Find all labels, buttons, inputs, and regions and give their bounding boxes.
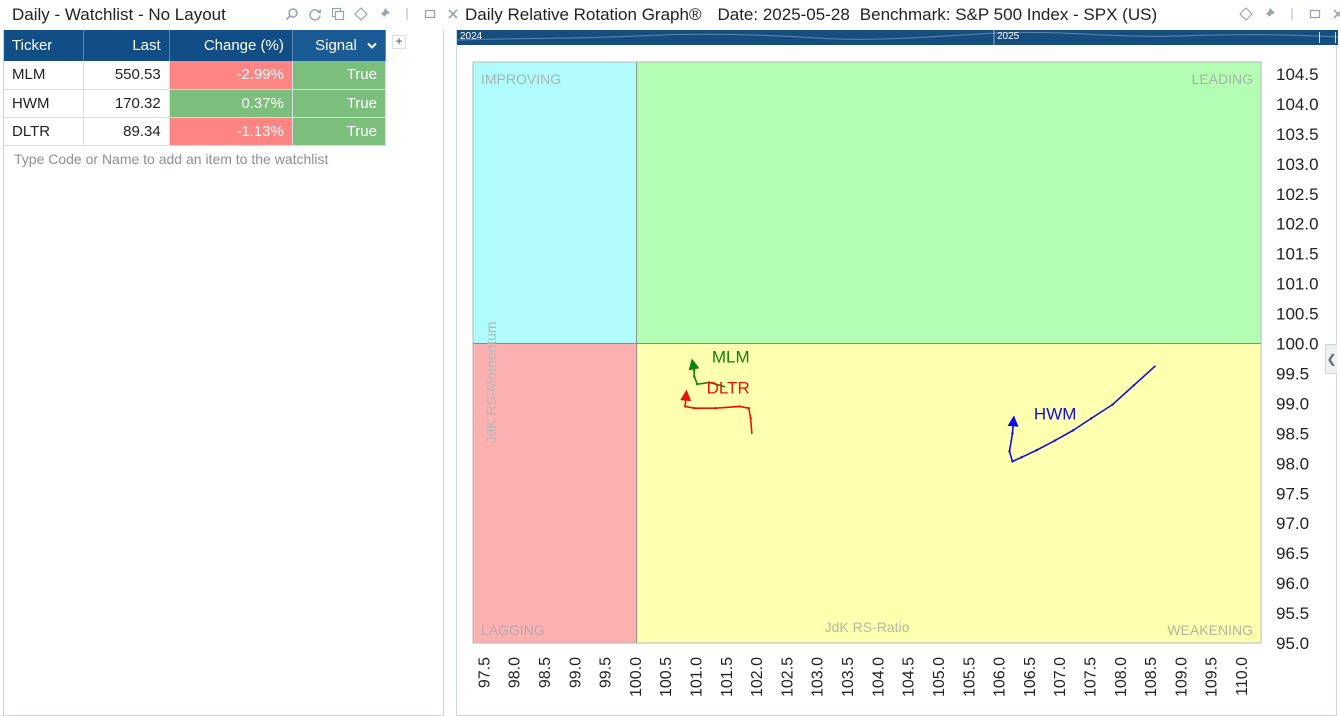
change-cell: 0.37% — [169, 89, 293, 118]
column-header-signal-label: Signal — [315, 36, 357, 54]
timeline-end-year: 2025 — [997, 31, 1020, 42]
pin-icon[interactable] — [1261, 6, 1277, 22]
table-row[interactable]: DLTR 89.34 -1.13% True — [4, 117, 387, 146]
watchlist-title-text: Daily - Watchlist - No Layout — [12, 5, 226, 24]
close-icon[interactable] — [1330, 6, 1340, 22]
collapse-panel-handle[interactable]: ❮ — [1325, 344, 1337, 374]
column-header-signal[interactable]: Signal — [292, 30, 387, 61]
column-header-last[interactable]: Last — [83, 30, 170, 61]
diamond-icon[interactable] — [353, 6, 369, 22]
add-column-button[interactable]: + — [392, 35, 406, 49]
ticker-cell: DLTR — [4, 117, 84, 146]
ticker-cell: HWM — [4, 89, 84, 118]
rrg-benchmark: Benchmark: S&P 500 Index - SPX (US) — [859, 5, 1158, 24]
signal-cell: True — [292, 61, 387, 90]
search-icon[interactable] — [284, 6, 300, 22]
table-row[interactable]: MLM 550.53 -2.99% True — [4, 61, 387, 90]
signal-cell: True — [292, 89, 387, 118]
last-cell: 89.34 — [83, 117, 170, 146]
maximize-icon[interactable] — [1307, 6, 1323, 22]
detach-icon[interactable] — [1284, 6, 1300, 22]
close-icon[interactable] — [445, 6, 461, 22]
pin-icon[interactable] — [376, 6, 392, 22]
timeline-navigator[interactable]: 2024 2025 — [457, 30, 1338, 45]
detach-icon[interactable] — [399, 6, 415, 22]
watchlist-title-icons — [284, 6, 461, 22]
watchlist-table: Ticker Last Change (%) Signal MLM 550.53… — [4, 30, 387, 146]
diamond-icon[interactable] — [1238, 6, 1254, 22]
rrg-title-text: Daily Relative Rotation Graph® — [465, 5, 702, 24]
rrg-title-icons — [1238, 6, 1340, 22]
change-cell: -2.99% — [169, 61, 293, 90]
rrg-panel: 2024 2025 — [456, 30, 1338, 716]
ticker-cell: MLM — [4, 61, 84, 90]
column-header-ticker[interactable]: Ticker — [4, 30, 84, 61]
signal-cell: True — [292, 117, 387, 146]
add-item-input[interactable]: Type Code or Name to add an item to the … — [14, 150, 329, 167]
copy-icon[interactable] — [330, 6, 346, 22]
watchlist-header-row: Ticker Last Change (%) Signal — [4, 30, 387, 61]
watchlist-panel: Ticker Last Change (%) Signal MLM 550.53… — [3, 30, 444, 716]
timeline-sparkline — [457, 30, 1338, 45]
refresh-icon[interactable] — [307, 6, 323, 22]
table-row[interactable]: HWM 170.32 0.37% True — [4, 89, 387, 118]
last-cell: 550.53 — [83, 61, 170, 90]
watchlist-title: Daily - Watchlist - No Layout — [12, 0, 226, 30]
change-cell: -1.13% — [169, 117, 293, 146]
maximize-icon[interactable] — [422, 6, 438, 22]
timeline-slider-handle[interactable] — [1319, 32, 1336, 43]
rrg-title: Daily Relative Rotation Graph® Date: 202… — [465, 0, 1157, 30]
column-header-change[interactable]: Change (%) — [169, 30, 293, 61]
timeline-start-year: 2024 — [460, 31, 483, 42]
chevron-down-icon[interactable] — [367, 37, 377, 54]
rrg-date: Date: 2025-05-28 — [717, 5, 850, 24]
last-cell: 170.32 — [83, 89, 170, 118]
